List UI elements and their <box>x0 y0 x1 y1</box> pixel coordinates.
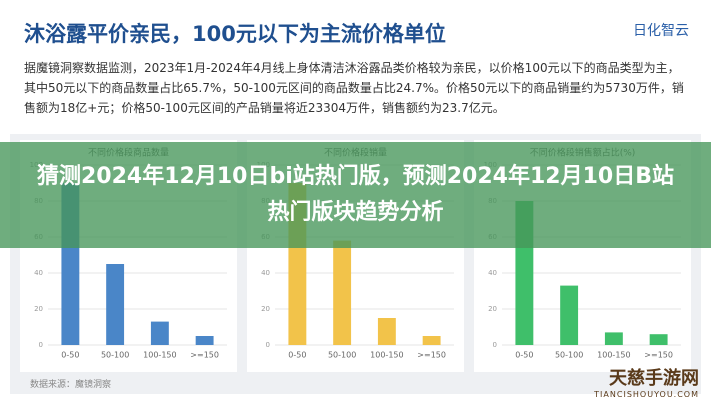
bar <box>377 318 396 345</box>
bar <box>106 264 125 345</box>
logo: 日化智云 <box>633 23 689 39</box>
x-tick-label: >=150 <box>417 351 446 360</box>
description: 据魔镜洞察数据监测，2023年1月-2024年4月线上身体清洁沐浴露品类价格较为… <box>24 61 684 115</box>
bar <box>604 332 623 345</box>
y-tick-label: 0 <box>266 341 270 349</box>
bar <box>560 285 579 345</box>
bar <box>333 240 352 345</box>
header: 沐浴露平价亲民，100元以下为主流价格单位 日化智云 据魔镜洞察数据监测，202… <box>0 0 711 132</box>
x-tick-label: 100-150 <box>143 351 176 360</box>
bar <box>649 334 668 345</box>
x-tick-label: 50-100 <box>101 351 129 360</box>
overlay-title: 猜测2024年12月10日bi站热门版，预测2024年12月10日B站热门版块趋… <box>37 164 674 225</box>
bar <box>422 336 441 345</box>
y-tick-label: 20 <box>488 305 497 313</box>
x-tick-label: 0-50 <box>288 351 306 360</box>
y-tick-label: 40 <box>34 269 43 277</box>
y-tick-label: 20 <box>261 305 270 313</box>
x-tick-label: 0-50 <box>61 351 79 360</box>
y-tick-label: 0 <box>493 341 497 349</box>
x-tick-label: 100-150 <box>370 351 403 360</box>
y-tick-label: 0 <box>39 341 43 349</box>
overlay: 猜测2024年12月10日bi站热门版，预测2024年12月10日B站热门版块趋… <box>0 142 711 248</box>
x-tick-label: >=150 <box>644 351 673 360</box>
bar <box>150 321 169 345</box>
watermark-url: TIANCISHOUYOU.COM <box>594 390 699 399</box>
y-tick-label: 20 <box>34 305 43 313</box>
x-tick-label: 0-50 <box>515 351 533 360</box>
watermark: 天慈手游网 TIANCISHOUYOU.COM <box>594 364 699 399</box>
x-tick-label: >=150 <box>190 351 219 360</box>
watermark-name: 天慈手游网 <box>609 368 699 389</box>
x-tick-label: 50-100 <box>555 351 583 360</box>
header-title: 沐浴露平价亲民，100元以下为主流价格单位 <box>24 22 446 46</box>
x-tick-label: 100-150 <box>597 351 630 360</box>
source: 数据来源：魔镜洞察 <box>30 380 112 390</box>
y-tick-label: 40 <box>488 269 497 277</box>
y-tick-label: 40 <box>261 269 270 277</box>
bar <box>195 336 214 345</box>
x-tick-label: 50-100 <box>328 351 356 360</box>
